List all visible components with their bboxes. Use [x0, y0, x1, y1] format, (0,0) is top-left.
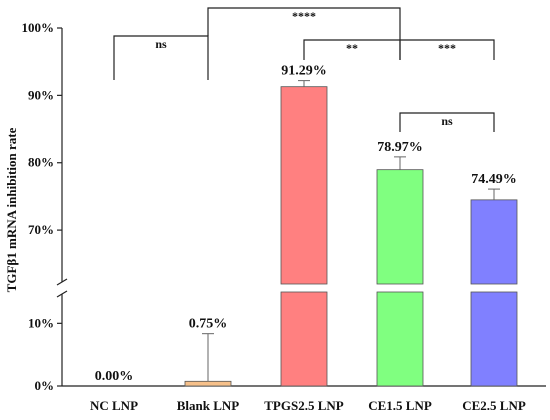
value-label: 91.29%: [281, 64, 327, 79]
significance-label: **: [346, 41, 358, 55]
x-tick-label: CE2.5 LNP: [462, 398, 526, 413]
significance-label: ns: [155, 37, 167, 51]
y-tick-label: 100%: [22, 20, 55, 35]
value-label: 78.97%: [377, 140, 423, 155]
value-labels: 0.00% NC LNP 0.75% Blank LNP 91.29% TPGS2.5 L…: [90, 64, 526, 413]
significance-label: ***: [438, 41, 456, 55]
bar: [184, 380, 232, 387]
bar: [470, 291, 518, 387]
significance-bracket: [399, 112, 495, 132]
error-bars: [202, 80, 500, 382]
bar: [280, 291, 328, 387]
significance-brackets: ns ** ***ns****: [113, 7, 495, 132]
significance-bracket: [399, 39, 495, 60]
x-tick-label: CE1.5 LNP: [368, 398, 432, 413]
bars: [184, 86, 518, 387]
significance-bracket: [207, 7, 401, 40]
significance-label: ****: [292, 9, 316, 23]
y-tick-label: 80%: [28, 155, 54, 170]
significance-bracket: [113, 35, 209, 80]
x-tick-label: NC LNP: [90, 398, 138, 413]
x-tick-label: TPGS2.5 LNP: [264, 398, 344, 413]
y-tick-label: 10%: [28, 315, 54, 330]
value-label: 0.75%: [189, 317, 228, 332]
axis-break-mark: [56, 278, 68, 286]
y-tick-label: 90%: [28, 87, 54, 102]
axis-break-mark: [56, 290, 68, 298]
x-tick-label: Blank LNP: [177, 398, 240, 413]
bar: [280, 86, 328, 285]
bar: [376, 291, 424, 387]
y-tick-label: 0%: [35, 378, 55, 393]
y-axis-label: TGFβ1 mRNA inhibition rate: [4, 127, 19, 292]
significance-label: ns: [441, 114, 453, 128]
value-label: 74.49%: [471, 172, 517, 187]
value-label: 0.00%: [95, 369, 134, 384]
bar: [470, 199, 518, 285]
y-tick-label: 70%: [28, 222, 54, 237]
bar: [376, 169, 424, 285]
